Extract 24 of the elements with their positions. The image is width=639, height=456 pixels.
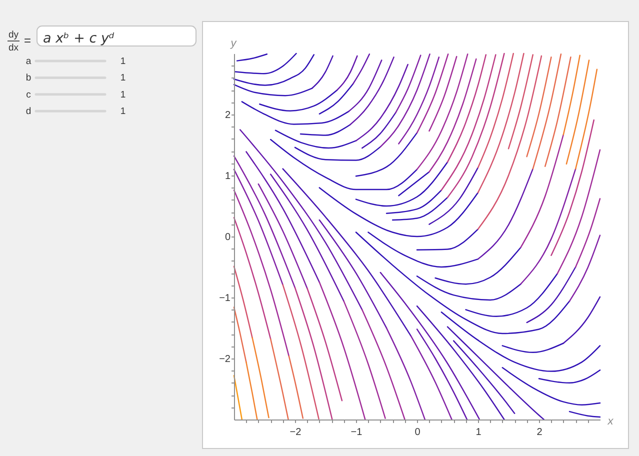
x-axis-title: x (606, 416, 614, 428)
text: 1 (120, 56, 126, 67)
text: = (24, 34, 32, 48)
x-tick-label: −1 (350, 427, 363, 438)
x-tick-label: −2 (290, 427, 302, 438)
text: a xᵇ + c yᵈ (43, 30, 115, 46)
y-tick-label: 0 (224, 232, 231, 243)
y-tick-label: 2 (224, 110, 231, 121)
x-tick-label: 1 (476, 427, 482, 438)
y-tick-label: 1 (224, 171, 231, 182)
y-tick-label: −2 (219, 354, 231, 365)
text: dy (8, 30, 19, 40)
y-tick-label: −1 (219, 293, 231, 304)
text: a (26, 56, 32, 67)
text: c (26, 89, 32, 100)
text: 1 (120, 72, 126, 84)
x-tick-label: 0 (414, 427, 421, 438)
text: d (26, 106, 32, 118)
text: 1 (120, 106, 126, 118)
text: dx (8, 42, 19, 54)
text: b (26, 72, 32, 84)
y-axis-title: y (230, 38, 238, 50)
text: 1 (120, 89, 126, 100)
x-tick-label: 2 (536, 427, 543, 438)
